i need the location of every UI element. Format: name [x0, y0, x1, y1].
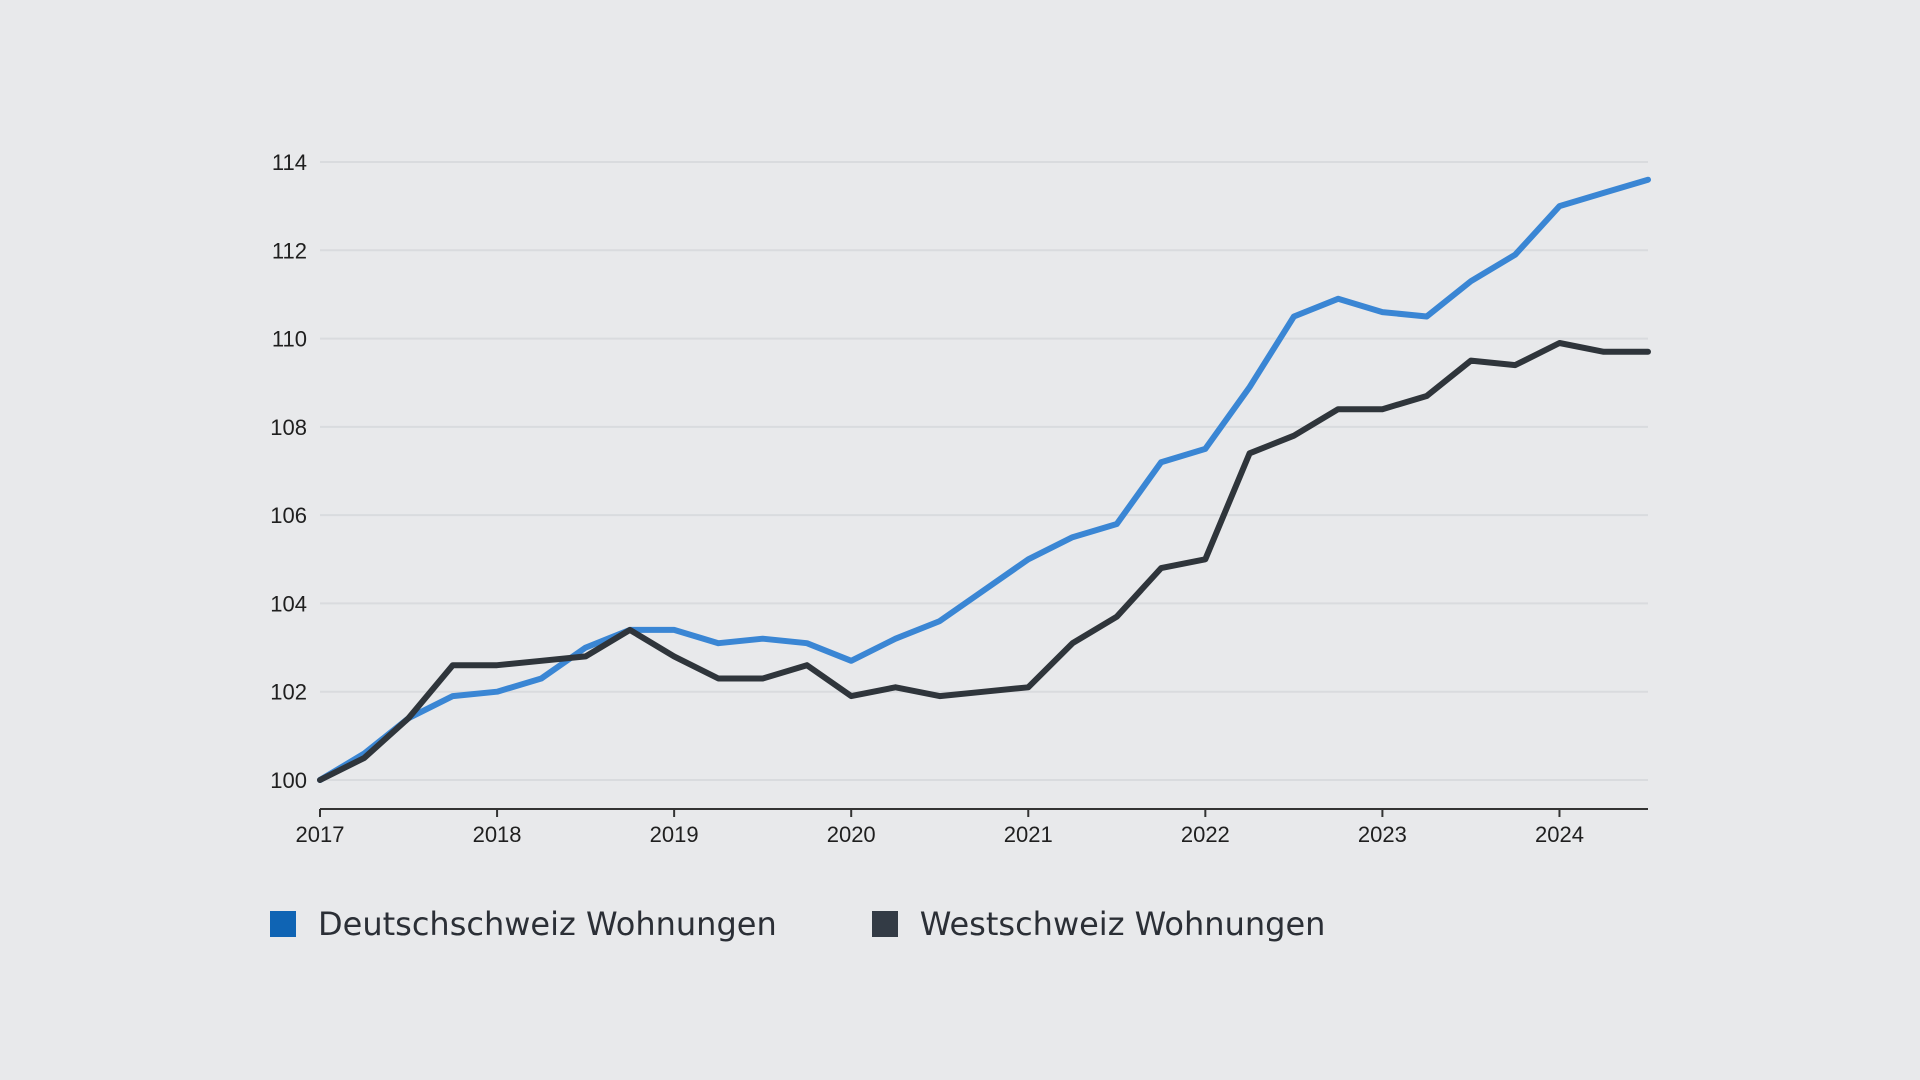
series-line-westschweiz: [317, 340, 1651, 783]
legend: Deutschschweiz Wohnungen Westschweiz Woh…: [270, 905, 1420, 943]
gridlines: [320, 161, 1648, 781]
x-tick-label-2019: 2019: [650, 822, 699, 847]
legend-item-deutschschweiz: Deutschschweiz Wohnungen: [270, 905, 777, 943]
y-tick-label-100: 100: [270, 768, 307, 793]
y-tick-label-106: 106: [270, 503, 307, 528]
y-tick-label-112: 112: [272, 238, 307, 263]
x-tick-label-2018: 2018: [473, 822, 522, 847]
x-tick-label-2022: 2022: [1181, 822, 1230, 847]
y-tick-label-110: 110: [272, 327, 307, 352]
x-axis-ticks: 2017 2018 2019 2020 2021 2022 2023 2024: [296, 809, 1584, 847]
legend-label-deutschschweiz: Deutschschweiz Wohnungen: [318, 905, 777, 943]
x-tick-label-2021: 2021: [1004, 822, 1053, 847]
x-tick-label-2020: 2020: [827, 822, 876, 847]
series-lines: [317, 176, 1651, 783]
legend-swatch-westschweiz: [871, 911, 898, 937]
y-axis-ticks: 100 102 104 106 108 110 112 114: [270, 150, 307, 793]
y-tick-label-102: 102: [270, 680, 307, 705]
series-line-deutschschweiz: [317, 176, 1651, 783]
x-tick-label-2024: 2024: [1535, 822, 1584, 847]
y-tick-label-108: 108: [270, 415, 307, 440]
legend-item-westschweiz: Westschweiz Wohnungen: [871, 905, 1326, 943]
y-tick-label-104: 104: [270, 591, 307, 616]
legend-label-westschweiz: Westschweiz Wohnungen: [919, 905, 1326, 943]
x-tick-label-2023: 2023: [1358, 822, 1407, 847]
legend-swatch-deutschschweiz: [270, 911, 296, 937]
x-tick-label-2017: 2017: [296, 822, 345, 847]
y-tick-label-114: 114: [272, 150, 307, 175]
